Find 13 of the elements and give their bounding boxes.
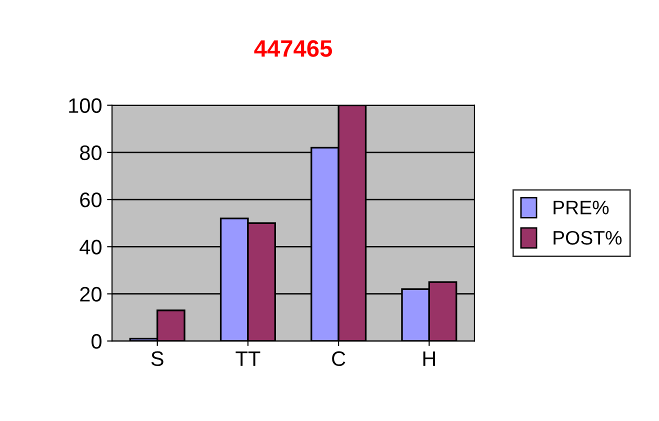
chart-title: 447465	[254, 40, 332, 57]
y-tick-label: 20	[80, 286, 102, 302]
x-tick-label: H	[423, 351, 435, 366]
y-tick-label: 60	[80, 192, 102, 208]
y-tick-label: 100	[69, 98, 102, 114]
y-tick-label: 40	[80, 240, 102, 254]
y-tick-label: 80	[80, 145, 102, 160]
x-tick-label: S	[151, 351, 164, 366]
y-tick-label: 0	[92, 334, 102, 349]
x-tick-label: C	[332, 351, 346, 366]
legend-label: POST%	[554, 230, 622, 245]
legend-label: PRE%	[554, 200, 609, 214]
x-tick-label: TT	[236, 351, 260, 366]
